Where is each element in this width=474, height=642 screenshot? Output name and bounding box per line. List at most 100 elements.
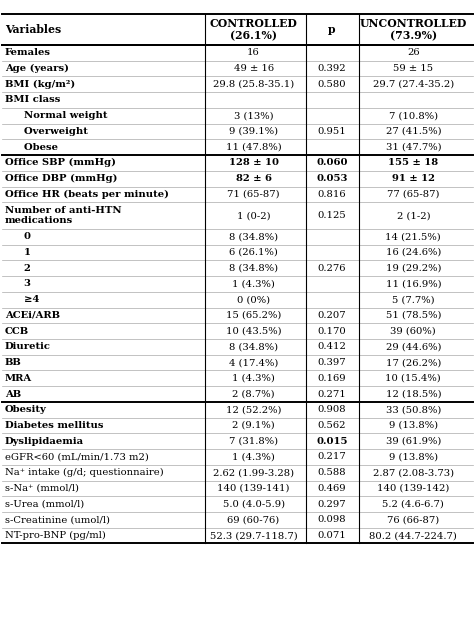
Text: 0.125: 0.125	[318, 211, 346, 220]
Text: 0.207: 0.207	[318, 311, 346, 320]
Text: 51 (78.5%): 51 (78.5%)	[385, 311, 441, 320]
Text: 19 (29.2%): 19 (29.2%)	[385, 264, 441, 273]
Text: 128 ± 10: 128 ± 10	[228, 159, 279, 168]
Text: 0.469: 0.469	[318, 484, 346, 493]
Text: UNCONTROLLED
(73.9%): UNCONTROLLED (73.9%)	[360, 17, 467, 42]
Text: 0.015: 0.015	[316, 437, 347, 446]
Text: Office DBP (mmHg): Office DBP (mmHg)	[5, 174, 117, 183]
Text: 0.580: 0.580	[318, 80, 346, 89]
Text: 16 (24.6%): 16 (24.6%)	[386, 248, 441, 257]
Text: 0.060: 0.060	[316, 159, 347, 168]
Text: ≥4: ≥4	[17, 295, 39, 304]
Text: Obesity: Obesity	[5, 405, 46, 414]
Text: 0 (0%): 0 (0%)	[237, 295, 270, 304]
Text: 0.562: 0.562	[318, 421, 346, 430]
Text: 2.87 (2.08-3.73): 2.87 (2.08-3.73)	[373, 468, 454, 477]
Text: 14 (21.5%): 14 (21.5%)	[385, 232, 441, 241]
Text: Diabetes mellitus: Diabetes mellitus	[5, 421, 103, 430]
Text: 33 (50.8%): 33 (50.8%)	[386, 405, 441, 414]
Text: 0.271: 0.271	[318, 390, 346, 399]
Text: 9 (13.8%): 9 (13.8%)	[389, 453, 438, 462]
Text: MRA: MRA	[5, 374, 32, 383]
Text: Age (years): Age (years)	[5, 64, 69, 73]
Text: 4 (17.4%): 4 (17.4%)	[229, 358, 278, 367]
Text: 69 (60-76): 69 (60-76)	[228, 516, 280, 525]
Text: 1: 1	[17, 248, 31, 257]
Text: 10 (15.4%): 10 (15.4%)	[385, 374, 441, 383]
Text: 0.392: 0.392	[318, 64, 346, 73]
Text: 0.397: 0.397	[318, 358, 346, 367]
Text: 17 (26.2%): 17 (26.2%)	[386, 358, 441, 367]
Text: 49 ± 16: 49 ± 16	[234, 64, 273, 73]
Text: CCB: CCB	[5, 327, 29, 336]
Text: s-Creatinine (umol/l): s-Creatinine (umol/l)	[5, 516, 110, 525]
Text: 71 (65-87): 71 (65-87)	[227, 190, 280, 199]
Text: 5.0 (4.0-5.9): 5.0 (4.0-5.9)	[222, 499, 285, 508]
Text: 2 (8.7%): 2 (8.7%)	[232, 390, 275, 399]
Text: 1 (4.3%): 1 (4.3%)	[232, 279, 275, 288]
Text: p: p	[328, 24, 336, 35]
Text: BMI (kg/m²): BMI (kg/m²)	[5, 80, 75, 89]
Text: 77 (65-87): 77 (65-87)	[387, 190, 439, 199]
Text: Diuretic: Diuretic	[5, 342, 51, 351]
Text: 39 (61.9%): 39 (61.9%)	[386, 437, 441, 446]
Text: BMI class: BMI class	[5, 96, 60, 105]
Text: Office SBP (mmHg): Office SBP (mmHg)	[5, 159, 116, 168]
Text: 11 (16.9%): 11 (16.9%)	[385, 279, 441, 288]
Text: 140 (139-141): 140 (139-141)	[218, 484, 290, 493]
Text: 1 (4.3%): 1 (4.3%)	[232, 374, 275, 383]
Text: 76 (66-87): 76 (66-87)	[387, 516, 439, 525]
Text: 0.816: 0.816	[318, 190, 346, 199]
Text: AB: AB	[5, 390, 21, 399]
Text: 0: 0	[17, 232, 31, 241]
Text: 9 (13.8%): 9 (13.8%)	[389, 421, 438, 430]
Text: 7 (31.8%): 7 (31.8%)	[229, 437, 278, 446]
Text: Obese: Obese	[17, 143, 57, 152]
Text: 26: 26	[407, 48, 419, 57]
Text: Office HR (beats per minute): Office HR (beats per minute)	[5, 190, 169, 199]
Text: s-Urea (mmol/l): s-Urea (mmol/l)	[5, 499, 84, 508]
Text: 11 (47.8%): 11 (47.8%)	[226, 143, 282, 152]
Text: 0.412: 0.412	[318, 342, 346, 351]
Text: s-Na⁺ (mmol/l): s-Na⁺ (mmol/l)	[5, 484, 79, 493]
Text: 8 (34.8%): 8 (34.8%)	[229, 232, 278, 241]
Text: 82 ± 6: 82 ± 6	[236, 174, 272, 183]
Text: 9 (39.1%): 9 (39.1%)	[229, 127, 278, 136]
Text: 39 (60%): 39 (60%)	[391, 327, 436, 336]
Text: 5.2 (4.6-6.7): 5.2 (4.6-6.7)	[383, 499, 444, 508]
Text: 27 (41.5%): 27 (41.5%)	[385, 127, 441, 136]
Text: 0.170: 0.170	[318, 327, 346, 336]
Text: Dyslipidaemia: Dyslipidaemia	[5, 437, 84, 446]
Text: 91 ± 12: 91 ± 12	[392, 174, 435, 183]
Text: 2: 2	[17, 264, 30, 273]
Text: 12 (18.5%): 12 (18.5%)	[385, 390, 441, 399]
Text: 0.951: 0.951	[318, 127, 346, 136]
Text: 59 ± 15: 59 ± 15	[393, 64, 433, 73]
Text: 15 (65.2%): 15 (65.2%)	[226, 311, 281, 320]
Text: 0.053: 0.053	[316, 174, 347, 183]
Text: 16: 16	[247, 48, 260, 57]
Text: 10 (43.5%): 10 (43.5%)	[226, 327, 282, 336]
Text: eGFR<60 (mL/min/1.73 m2): eGFR<60 (mL/min/1.73 m2)	[5, 453, 149, 462]
Text: 3: 3	[17, 279, 31, 288]
Text: Females: Females	[5, 48, 51, 57]
Text: 2 (1-2): 2 (1-2)	[397, 211, 430, 220]
Text: 0.276: 0.276	[318, 264, 346, 273]
Text: 0.588: 0.588	[318, 468, 346, 477]
Text: BB: BB	[5, 358, 21, 367]
Text: 29 (44.6%): 29 (44.6%)	[385, 342, 441, 351]
Text: Na⁺ intake (g/d; questionnaire): Na⁺ intake (g/d; questionnaire)	[5, 468, 164, 477]
Text: 6 (26.1%): 6 (26.1%)	[229, 248, 278, 257]
Text: Normal weight: Normal weight	[17, 111, 107, 120]
Text: 3 (13%): 3 (13%)	[234, 111, 273, 120]
Text: 5 (7.7%): 5 (7.7%)	[392, 295, 435, 304]
Text: 0.217: 0.217	[318, 453, 346, 462]
Text: Overweight: Overweight	[17, 127, 88, 136]
Text: 8 (34.8%): 8 (34.8%)	[229, 342, 278, 351]
Text: 80.2 (44.7-224.7): 80.2 (44.7-224.7)	[369, 531, 457, 540]
Text: Variables: Variables	[5, 24, 61, 35]
Text: CONTROLLED
(26.1%): CONTROLLED (26.1%)	[210, 17, 298, 42]
Text: ACEi/ARB: ACEi/ARB	[5, 311, 60, 320]
Text: 0.297: 0.297	[318, 499, 346, 508]
Text: 0.169: 0.169	[318, 374, 346, 383]
